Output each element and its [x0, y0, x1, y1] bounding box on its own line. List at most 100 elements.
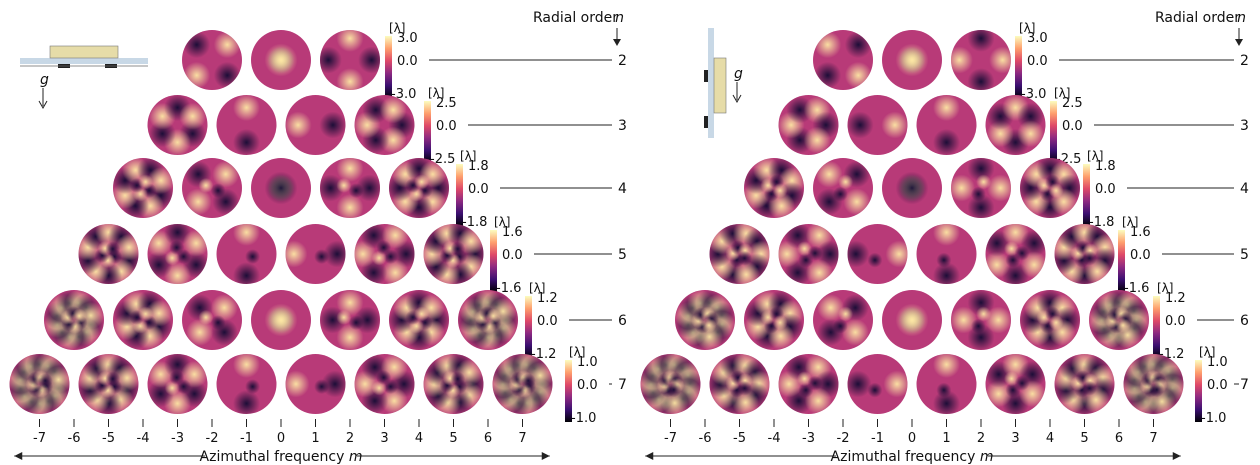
colorbar-5: [λ]1.60.0-1.6: [1118, 215, 1151, 296]
stage-plate: [20, 58, 148, 64]
inner-blob: [1149, 382, 1165, 398]
radial-order-arrowhead: [1235, 39, 1243, 46]
zernike-pupil: [847, 224, 908, 284]
pupil-base: [847, 95, 908, 155]
zernike-pupil: [744, 290, 804, 350]
colorbar-max-label: 3.0: [397, 31, 418, 46]
trough-blob: [233, 262, 260, 284]
pupil-base: [216, 95, 277, 155]
colorbar-unit-label: [λ]: [1122, 215, 1138, 229]
zernike-pupil: [709, 224, 770, 284]
colorbar-4: [λ]1.80.0-1.8: [1083, 149, 1116, 230]
colorbar-6: [λ]1.20.0-1.2: [1153, 281, 1186, 362]
colorbar-min-label: -2.5: [430, 152, 455, 167]
zernike-pupil: [182, 30, 242, 90]
zernike-pupil: [113, 158, 173, 218]
center-blob: [895, 171, 929, 205]
tick-label: -1: [240, 431, 253, 446]
colorbar-6: [λ]1.20.0-1.2: [525, 281, 558, 362]
inner-blob: [1048, 183, 1064, 199]
inner-blob: [414, 306, 430, 322]
inner-blob: [976, 174, 992, 190]
trough-blob: [844, 31, 872, 59]
pupil-pattern: [709, 224, 770, 284]
zernike-pupil: [320, 290, 380, 350]
colorbar-mid-label: 0.0: [1165, 314, 1186, 329]
crest-blob: [885, 240, 908, 268]
pupil-pattern: [895, 171, 929, 205]
x-axis-label: Azimuthal frequency m: [831, 449, 994, 465]
radial-order-arrowhead: [613, 39, 621, 46]
zernike-pupil: [882, 30, 942, 90]
colorbar-7: [λ]1.0 0.0 -1.0: [1195, 345, 1228, 426]
colorbar-mid-label: 0.0: [1062, 119, 1083, 134]
colorbar-mid-label: 0.0: [1130, 248, 1151, 263]
colorbar-min-label: -1.8: [462, 215, 487, 230]
tick-label: -2: [837, 431, 850, 446]
pupil-base: [320, 30, 380, 90]
radial-order-6: 6: [618, 313, 627, 329]
zernike-pupil: [675, 290, 735, 350]
zernike-pupil: [423, 224, 484, 284]
pupil-pattern: [320, 158, 380, 218]
pupil-pattern: [817, 294, 869, 346]
colorbar-swatch: [1083, 164, 1090, 226]
trough-blob: [967, 30, 995, 52]
mount-foot: [704, 70, 708, 82]
trough-blob: [233, 390, 260, 414]
inner-blob: [450, 371, 466, 387]
inner-blob: [414, 174, 430, 190]
axis-arrowhead-left: [14, 452, 23, 460]
crest-blob: [210, 294, 238, 322]
colorbar-2: [λ]3.00.0-3.0: [1015, 21, 1048, 102]
stage-plate: [708, 28, 714, 138]
colorbar-max-label: 3.0: [1027, 31, 1048, 46]
crest-blob: [844, 61, 872, 89]
axis-label-bg: [836, 447, 988, 463]
zernike-pupil: [251, 290, 311, 350]
trough-blob: [321, 370, 346, 398]
pupil-pattern: [113, 158, 173, 218]
colorbar-mid-label: 0.0: [537, 314, 558, 329]
inner-blob: [245, 379, 261, 395]
colorbar-3: [λ]2.50.0-2.5: [1050, 86, 1083, 167]
tick-label: 6: [484, 431, 492, 446]
radial-order-7: 7: [618, 377, 627, 393]
tick-label: 0: [908, 431, 916, 446]
pupil-pattern: [492, 354, 553, 414]
trough-blob: [213, 61, 241, 89]
pupil-pattern: [78, 224, 139, 284]
pupil-pattern: [951, 290, 1011, 350]
radial-order-3: 3: [618, 118, 627, 134]
tick-label: 3: [1011, 431, 1019, 446]
crest-blob: [883, 370, 908, 398]
zernike-pupil: [1054, 224, 1115, 284]
inner-blob: [245, 249, 261, 265]
trough-blob: [847, 111, 874, 139]
pupil-pattern: [186, 294, 238, 346]
mount-foot: [704, 116, 708, 128]
zernike-pupil: [1089, 290, 1149, 350]
inner-blob: [832, 318, 848, 334]
panel-left: Radial orderng[λ]3.00.0-3.02[λ]2.50.0-2.…: [9, 10, 627, 465]
gravity-arrowhead: [38, 100, 48, 110]
pupil-pattern: [285, 111, 346, 139]
crest-blob: [285, 240, 308, 268]
axis-arrowhead-right: [1172, 452, 1181, 460]
pupil-pattern: [640, 354, 701, 414]
pupil-pattern: [778, 224, 839, 284]
colorbar-max-label: 1.0: [1207, 355, 1228, 370]
colorbar-min-label: -1.0: [571, 411, 596, 426]
inner-blob: [336, 177, 352, 193]
radial-order-2: 2: [618, 53, 627, 69]
tick-label: 2: [346, 431, 354, 446]
x-axis-label: Azimuthal frequency m: [200, 449, 363, 465]
pupil-pattern: [933, 224, 960, 284]
inner-blob: [838, 174, 854, 190]
crest-blob: [285, 370, 310, 398]
inner-blob: [37, 373, 53, 389]
inner-blob: [1014, 375, 1030, 391]
zernike-pupil: [778, 224, 839, 284]
tick-label: -2: [206, 431, 219, 446]
zernike-pupil: [709, 354, 770, 414]
